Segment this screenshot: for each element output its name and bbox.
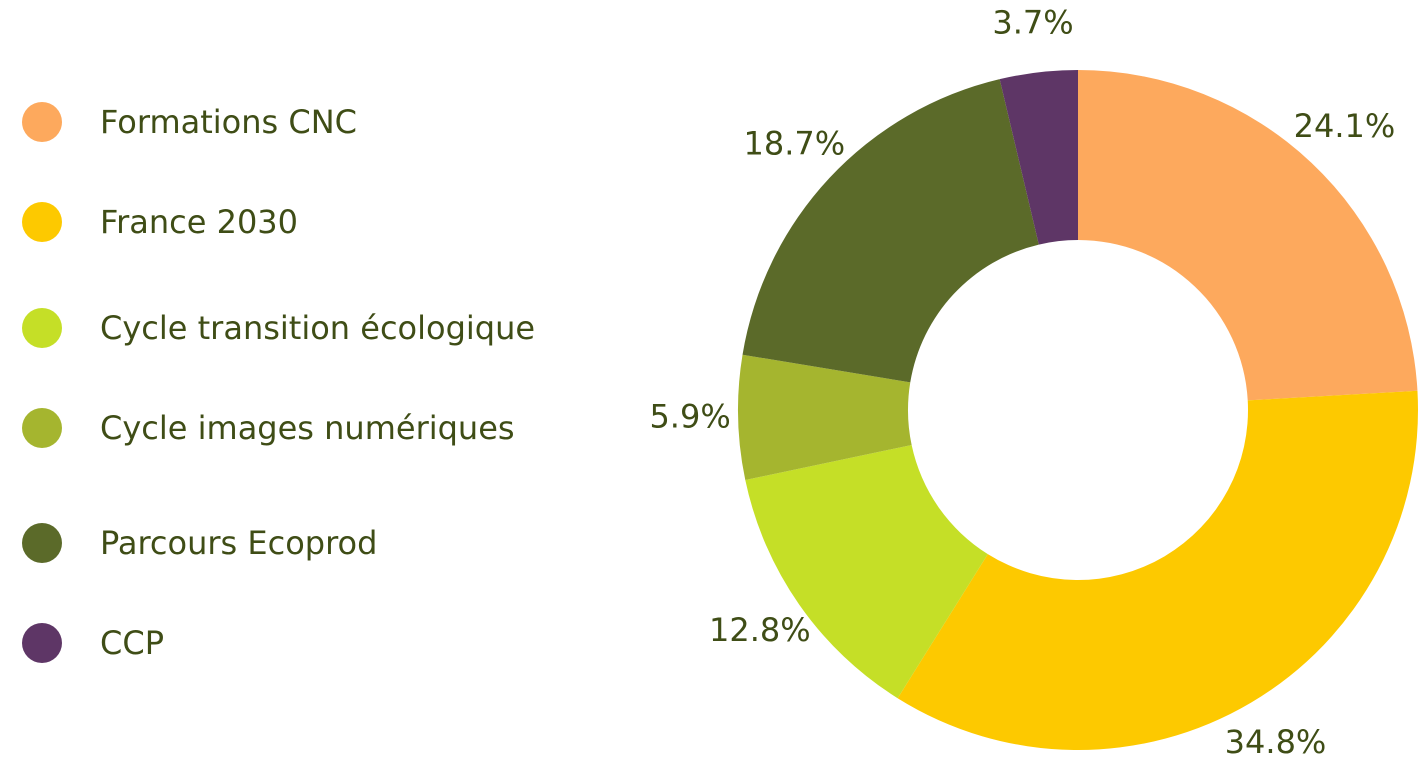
legend-label: France 2030 — [100, 203, 298, 241]
donut-slice — [738, 354, 912, 480]
legend-label: Cycle transition écologique — [100, 309, 535, 347]
legend-marker — [22, 623, 62, 663]
data-label: 34.8% — [1225, 723, 1327, 761]
donut-slice — [742, 79, 1039, 383]
legend-marker — [22, 523, 62, 563]
donut-slice — [745, 444, 988, 699]
legend-marker — [22, 308, 62, 348]
data-label: 12.8% — [709, 611, 811, 649]
legend-marker — [22, 202, 62, 242]
legend-label: Parcours Ecoprod — [100, 524, 377, 562]
legend-marker — [22, 408, 62, 448]
legend-label: Cycle images numériques — [100, 409, 515, 447]
legend-label: CCP — [100, 624, 164, 662]
data-label: 3.7% — [992, 4, 1073, 42]
donut-slice — [897, 390, 1418, 751]
data-label: 18.7% — [743, 124, 845, 162]
donut-slice — [999, 70, 1078, 245]
donut-slice — [1078, 70, 1418, 401]
data-label: 5.9% — [649, 398, 730, 436]
legend-label: Formations CNC — [100, 103, 357, 141]
data-label: 24.1% — [1294, 107, 1396, 145]
legend-marker — [22, 102, 62, 142]
